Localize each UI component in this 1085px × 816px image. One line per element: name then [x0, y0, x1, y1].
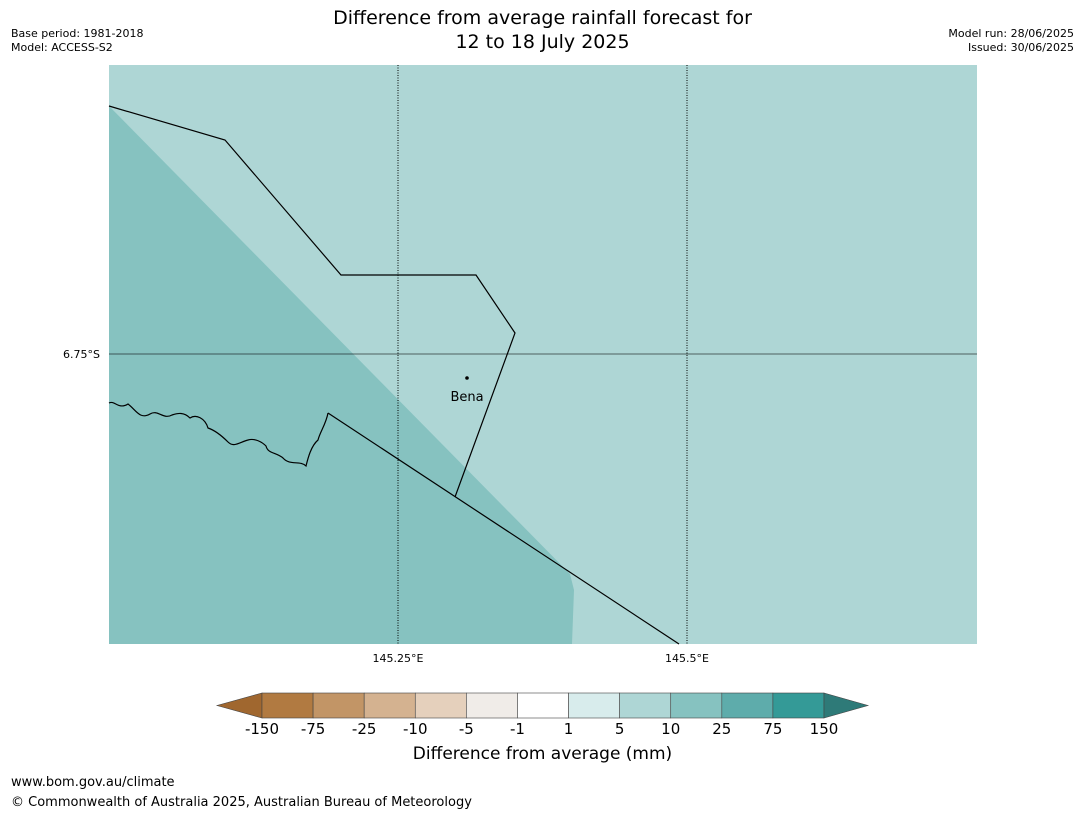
- colorbar-box: [466, 692, 518, 719]
- colorbar-extend-high: [823, 692, 870, 719]
- colorbar-tick-label: 150: [809, 720, 839, 738]
- colorbar-extend-low: [215, 692, 263, 719]
- colorbar-tick-label: -75: [300, 720, 326, 738]
- colorbar-tick-label: -5: [458, 720, 474, 738]
- colorbar-tick-label: 1: [563, 720, 574, 738]
- colorbar-tick-label: 10: [661, 720, 681, 738]
- colorbar-tick-label: -25: [351, 720, 377, 738]
- map-title: Difference from average rainfall forecas…: [0, 6, 1085, 54]
- colorbar-box: [517, 692, 569, 719]
- colorbar-box: [619, 692, 672, 719]
- colorbar-box: [261, 692, 314, 719]
- title-line-1: Difference from average rainfall forecas…: [333, 7, 752, 29]
- footer-copyright: © Commonwealth of Australia 2025, Austra…: [11, 795, 472, 810]
- lat-tick-label: 6.75°S: [63, 348, 100, 361]
- colorbar-tick-labels: -150 -75 -25 -10 -5 -1 1 5 10 25 75 150: [0, 720, 1085, 740]
- meta-right: Model run: 28/06/2025 Issued: 30/06/2025: [948, 27, 1074, 55]
- title-line-2: 12 to 18 July 2025: [455, 31, 630, 53]
- colorbar-box: [721, 692, 774, 719]
- issued-text: Issued: 30/06/2025: [967, 41, 1074, 54]
- colorbar-box: [772, 692, 825, 719]
- colorbar-tick-label: 25: [712, 720, 732, 738]
- footer-url: www.bom.gov.au/climate: [11, 775, 175, 790]
- colorbar-tick-label: -1: [509, 720, 525, 738]
- colorbar-title: Difference from average (mm): [412, 744, 673, 764]
- colorbar-box: [312, 692, 365, 719]
- map-region-mid: [109, 106, 574, 644]
- model-text: Model: ACCESS-S2: [11, 41, 113, 54]
- lon-tick-label-2: 145.5°E: [665, 652, 709, 665]
- base-period-text: Base period: 1981-2018: [11, 27, 144, 40]
- lon-tick-label-1: 145.25°E: [373, 652, 424, 665]
- meta-left: Base period: 1981-2018 Model: ACCESS-S2: [11, 27, 143, 55]
- colorbar-box: [414, 692, 467, 719]
- coastline: [108, 401, 329, 468]
- colorbar-box: [568, 692, 620, 719]
- colorbar-tick-label: 5: [614, 720, 625, 738]
- colorbar-box: [670, 692, 723, 719]
- colorbar-tick-label: -150: [244, 720, 280, 738]
- boundary-lower: [327, 412, 680, 645]
- boundary-upper: [108, 105, 516, 498]
- colorbar-tick-label: -10: [403, 720, 428, 738]
- bena-label: Bena: [450, 390, 483, 405]
- colorbar: [215, 692, 870, 719]
- colorbar-box: [363, 692, 416, 719]
- bena-marker: [465, 376, 469, 380]
- colorbar-tick-label: 75: [763, 720, 783, 738]
- model-run-text: Model run: 28/06/2025: [948, 27, 1074, 40]
